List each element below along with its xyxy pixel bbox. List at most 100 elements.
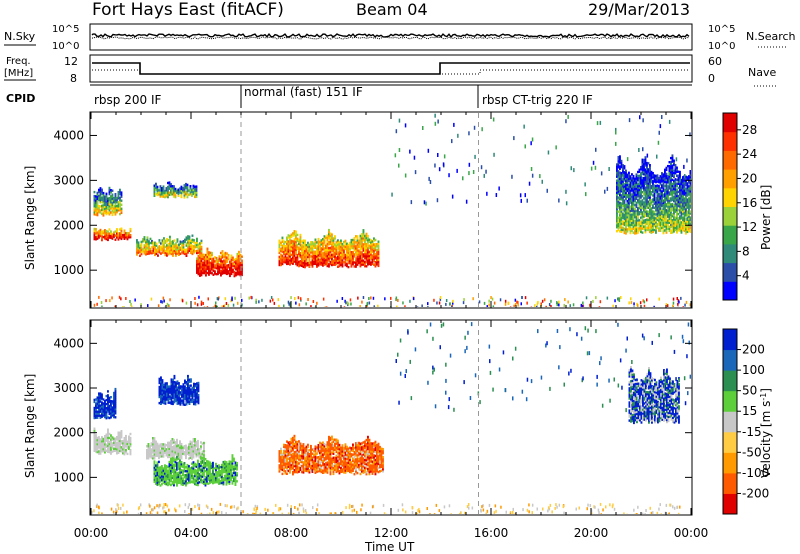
echo-cell [119, 190, 121, 194]
echo-cell [305, 256, 308, 259]
echo-cell [163, 245, 165, 248]
echo-cell [161, 189, 163, 192]
echo-cell [190, 394, 192, 397]
echo-cell [670, 181, 672, 184]
echo-cell [194, 195, 196, 199]
echo-cell [108, 188, 111, 192]
echo-cell [346, 248, 348, 252]
echo-cell [625, 175, 627, 178]
echo-cell [195, 187, 198, 190]
echo-cell [152, 243, 155, 246]
echo-cell [643, 300, 646, 304]
echo-cell [314, 260, 317, 264]
echo-cell [200, 267, 203, 271]
echo-cell [116, 446, 118, 449]
echo-cell [631, 193, 633, 196]
echo-cell [114, 199, 117, 202]
echo-cell [365, 244, 368, 248]
echo-cell [179, 452, 181, 455]
echo-cell [335, 250, 338, 254]
echo-cell [241, 265, 243, 268]
echo-cell [361, 263, 363, 266]
echo-cell [619, 173, 621, 176]
echo-cell [370, 243, 372, 246]
echo-cell [117, 197, 120, 200]
echo-cell [116, 196, 118, 200]
echo-cell [184, 248, 186, 252]
echo-cell [671, 188, 674, 192]
echo-cell [670, 203, 672, 206]
echo-cell [170, 469, 172, 473]
echo-cell [119, 431, 121, 434]
echo-cell [332, 255, 335, 258]
echo-cell [622, 173, 625, 178]
echo-cell [650, 193, 653, 196]
echo-cell [117, 207, 120, 210]
echo-cell [128, 234, 130, 237]
echo-cell [161, 379, 164, 382]
echo-cell [661, 202, 663, 205]
echo-cell [191, 474, 193, 477]
echo-cell [514, 303, 517, 306]
echo-cell [272, 298, 274, 302]
echo-cell [674, 216, 677, 219]
echo-cell [620, 228, 623, 231]
echo-cell [674, 190, 677, 193]
echo-cell [647, 174, 650, 177]
echo-cell [689, 204, 691, 207]
echo-cell [125, 297, 127, 300]
echo-cell [200, 455, 202, 458]
echo-cell [158, 456, 160, 460]
echo-cell [95, 414, 97, 417]
echo-cell [356, 239, 359, 242]
echo-cell [93, 233, 96, 237]
echo-cell [638, 192, 641, 196]
echo-cell [287, 240, 290, 243]
echo-cell [182, 452, 184, 455]
echo-cell [617, 228, 620, 232]
echo-cell [344, 255, 347, 259]
echo-cell [152, 439, 154, 442]
echo-cell [638, 188, 641, 192]
echo-cell [211, 268, 213, 271]
echo-cell [632, 189, 635, 192]
echo-cell [679, 187, 681, 190]
echo-cell [647, 218, 650, 222]
echo-cell [653, 176, 656, 179]
echo-cell [283, 256, 285, 259]
echo-cell [331, 263, 333, 267]
echo-cell [236, 259, 239, 262]
echo-cell [665, 215, 668, 218]
echo-cell [659, 187, 662, 190]
echo-cell [189, 185, 192, 188]
echo-cell [188, 239, 191, 242]
echo-cell [197, 249, 200, 252]
echo-cell [108, 236, 111, 239]
echo-cell [646, 202, 648, 205]
echo-cell [156, 185, 159, 189]
echo-cell [442, 162, 445, 167]
echo-cell [122, 234, 124, 237]
echo-cell [173, 385, 176, 388]
echo-cell [346, 256, 348, 260]
echo-cell [107, 408, 109, 411]
echo-cell [93, 410, 96, 414]
echo-cell [685, 181, 687, 185]
echo-cell [662, 221, 665, 225]
echo-cell [101, 236, 103, 240]
echo-cell [107, 416, 109, 419]
echo-cell [326, 256, 329, 260]
echo-cell [313, 244, 315, 247]
echo-cell [683, 219, 686, 222]
echo-cell [114, 402, 117, 405]
echo-cell [99, 187, 102, 190]
echo-cell [142, 240, 144, 243]
echo-cell [673, 161, 675, 164]
echo-cell [647, 228, 650, 232]
echo-cell [649, 200, 651, 203]
echo-cell [96, 302, 98, 306]
echo-cell [331, 239, 333, 242]
echo-cell [637, 184, 639, 188]
echo-cell [188, 193, 190, 196]
echo-cell [289, 247, 291, 250]
